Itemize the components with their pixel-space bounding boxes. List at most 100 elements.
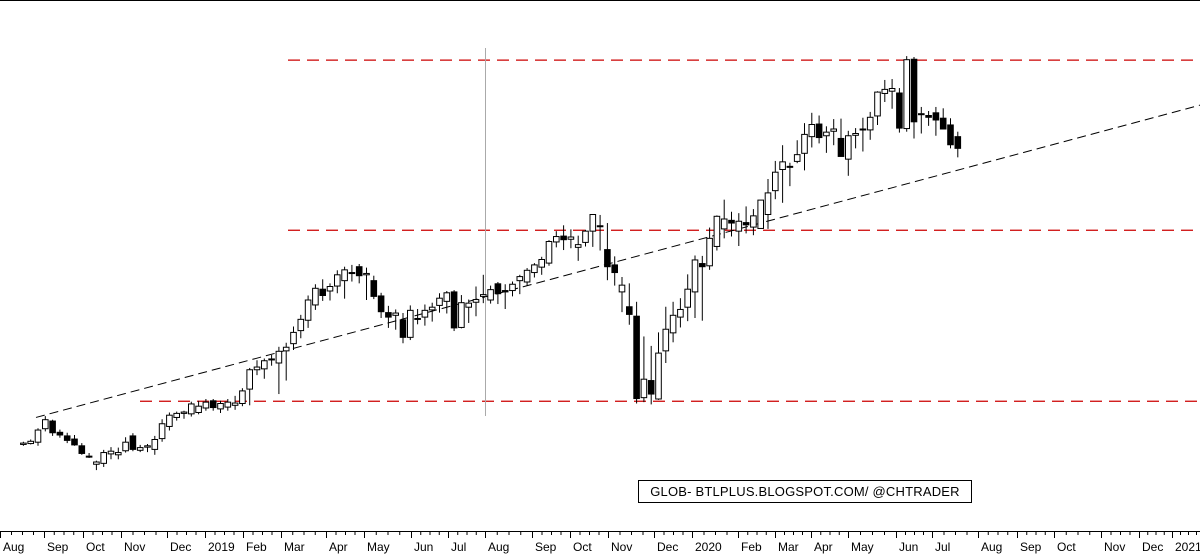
- x-tick-label: Mar: [284, 540, 305, 554]
- candle: [428, 302, 436, 322]
- candle: [589, 214, 597, 247]
- candle-down: [954, 136, 962, 149]
- candle-up: [421, 309, 429, 318]
- candle-up: [144, 445, 151, 448]
- candle-down: [947, 124, 954, 146]
- candle-up: [523, 269, 531, 283]
- candle-up: [407, 309, 414, 338]
- candle: [341, 266, 348, 299]
- candles-group: [20, 56, 962, 471]
- candle: [180, 410, 188, 419]
- candle: [691, 255, 699, 318]
- candle-up: [801, 133, 808, 154]
- candle: [640, 336, 648, 403]
- candle-down: [71, 438, 78, 446]
- x-tick-label: Oct: [86, 540, 105, 554]
- candle-down: [377, 295, 385, 313]
- candle: [144, 444, 151, 453]
- candle-down: [501, 290, 509, 293]
- candle: [523, 268, 531, 286]
- candle-up: [239, 390, 246, 404]
- candle: [27, 439, 34, 445]
- candle-up: [253, 366, 261, 371]
- candle: [888, 79, 896, 109]
- candle-up: [567, 236, 575, 240]
- candle-down: [611, 264, 619, 274]
- candle: [297, 314, 305, 339]
- candle: [866, 111, 874, 140]
- candle: [370, 275, 378, 300]
- candle: [202, 399, 210, 411]
- candle-up: [509, 283, 516, 292]
- x-tick-label: Dec: [170, 540, 191, 554]
- candle-up: [874, 91, 881, 117]
- candle: [173, 411, 180, 421]
- candle-up: [480, 294, 487, 297]
- candle-up: [261, 360, 268, 370]
- candle: [385, 305, 392, 328]
- candle: [195, 400, 202, 415]
- candle: [436, 293, 443, 313]
- candle: [158, 419, 166, 442]
- candle-down: [49, 420, 56, 434]
- candle: [677, 298, 684, 328]
- candle: [34, 428, 42, 446]
- candle: [757, 199, 765, 229]
- candle-up: [180, 411, 188, 414]
- candle-up: [465, 302, 472, 308]
- candle: [355, 264, 363, 284]
- candle-up: [326, 286, 334, 292]
- x-tick-label: Mar: [778, 540, 799, 554]
- candle-up: [772, 171, 779, 192]
- candle-down: [129, 435, 137, 450]
- candle: [779, 145, 786, 203]
- x-tick-label: Apr: [814, 540, 833, 554]
- candle-up: [115, 452, 122, 456]
- candle-up: [122, 441, 129, 452]
- candle-down: [370, 280, 378, 297]
- candle-up: [888, 88, 896, 92]
- candle: [823, 126, 830, 153]
- trendline-group: [35, 104, 1200, 418]
- candle-up: [538, 259, 546, 268]
- candle: [465, 299, 472, 323]
- candle: [56, 429, 64, 438]
- candle-up: [348, 272, 356, 275]
- candle: [545, 240, 553, 266]
- candle-down: [355, 266, 363, 277]
- x-tick-label: Dec: [1142, 540, 1163, 554]
- candle: [574, 235, 582, 261]
- candle: [224, 399, 232, 411]
- candle-up: [903, 59, 911, 130]
- candle: [129, 433, 137, 452]
- x-tick-label: Sep: [1020, 540, 1042, 554]
- candle-up: [282, 346, 290, 352]
- candle: [494, 282, 502, 305]
- x-tick-label: Dec: [657, 540, 678, 554]
- candle-up: [669, 314, 677, 334]
- candle: [253, 360, 261, 376]
- candle-up: [764, 192, 772, 215]
- candle-up: [472, 299, 480, 303]
- candle: [925, 111, 932, 126]
- candle-down: [728, 219, 735, 224]
- candle: [764, 178, 772, 229]
- candle: [78, 443, 86, 455]
- x-tick-label: Sep: [47, 540, 69, 554]
- candle-up: [859, 128, 867, 131]
- candle: [808, 112, 816, 148]
- candle: [480, 274, 487, 304]
- candle: [458, 295, 465, 329]
- candle-down: [647, 380, 655, 395]
- candle: [275, 346, 283, 395]
- candle-up: [589, 214, 597, 232]
- candle-up: [553, 236, 560, 243]
- candle: [859, 117, 867, 152]
- candle-down: [925, 115, 932, 118]
- candle-up: [691, 259, 699, 293]
- candle: [750, 209, 757, 236]
- candle: [166, 412, 173, 431]
- x-tick-label: Aug: [981, 540, 1002, 554]
- candle: [560, 225, 567, 251]
